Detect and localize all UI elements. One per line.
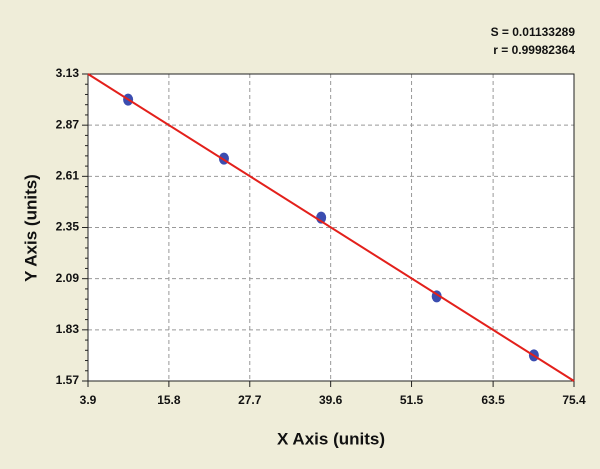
x-tick-label: 51.5 bbox=[400, 393, 424, 407]
y-tick-label: 2.09 bbox=[56, 271, 80, 285]
x-tick-label: 63.5 bbox=[481, 393, 505, 407]
x-tick-label: 15.8 bbox=[157, 393, 181, 407]
x-tick-label: 75.4 bbox=[562, 393, 586, 407]
y-tick-label: 2.61 bbox=[56, 169, 80, 183]
annotation: S = 0.01133289 bbox=[491, 25, 576, 39]
y-tick-label: 2.35 bbox=[56, 220, 80, 234]
y-tick-label: 1.57 bbox=[56, 373, 80, 387]
x-tick-label: 3.9 bbox=[80, 393, 97, 407]
annotation: r = 0.99982364 bbox=[493, 43, 575, 57]
x-tick-label: 27.7 bbox=[238, 393, 262, 407]
y-tick-label: 2.87 bbox=[56, 117, 80, 131]
y-tick-label: 1.83 bbox=[56, 322, 80, 336]
y-tick-label: 3.13 bbox=[56, 66, 80, 80]
fit-line bbox=[87, 73, 575, 382]
y-axis-label: Y Axis (units) bbox=[21, 174, 40, 282]
x-tick-label: 39.6 bbox=[319, 393, 343, 407]
plot-frame bbox=[87, 73, 575, 382]
x-axis-label: X Axis (units) bbox=[277, 429, 385, 448]
